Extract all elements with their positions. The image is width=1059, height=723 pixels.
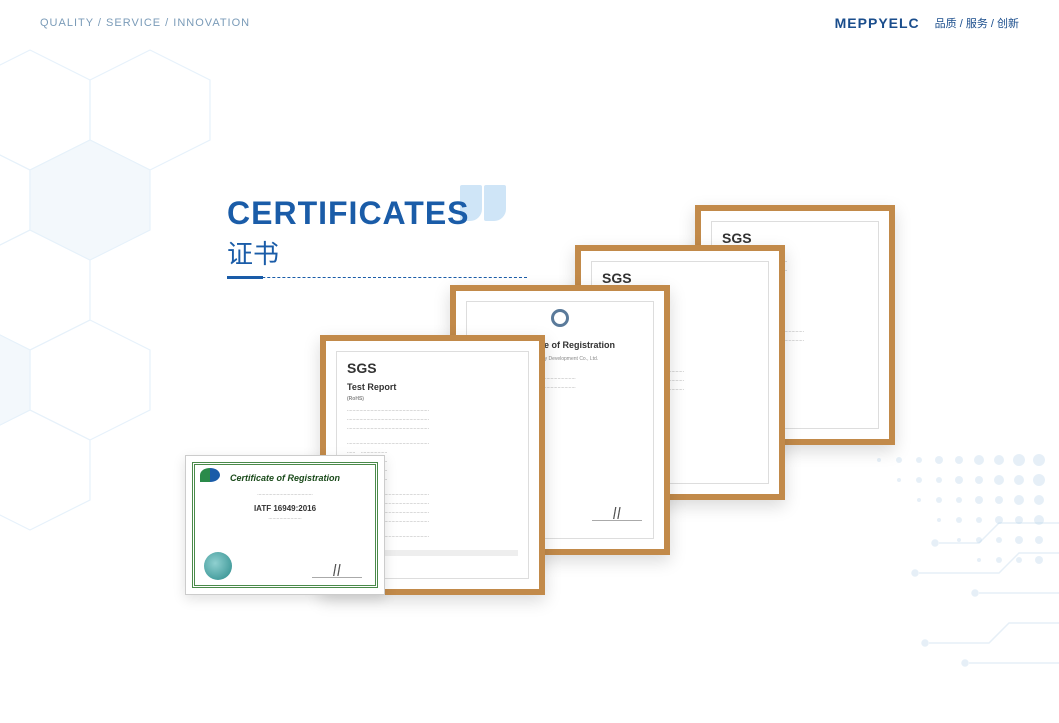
cert4-logo: SGS bbox=[602, 270, 758, 286]
globe-icon bbox=[204, 552, 232, 580]
certificates-group: SGS ....................................… bbox=[180, 200, 930, 620]
header-right: MEPPYELC 品质 / 服务 / 创新 bbox=[835, 15, 1019, 31]
header: QUALITY / SERVICE / INNOVATION MEPPYELC … bbox=[0, 15, 1059, 31]
tagline-left: QUALITY / SERVICE / INNOVATION bbox=[40, 17, 250, 29]
cert1-heading: Certificate of Registration bbox=[205, 473, 365, 483]
tagline-right: 品质 / 服务 / 创新 bbox=[935, 15, 1019, 31]
signature bbox=[592, 507, 642, 521]
signature bbox=[312, 564, 362, 578]
cert2-sub: (RoHS) bbox=[347, 396, 518, 403]
brand-name: MEPPYELC bbox=[835, 15, 920, 31]
certificate-1: Certificate of Registration ............… bbox=[185, 455, 385, 595]
cert5-logo: SGS bbox=[722, 230, 868, 246]
ring-icon bbox=[551, 309, 569, 327]
cert1-standard: IATF 16949:2016 bbox=[205, 504, 365, 513]
cert2-logo: SGS bbox=[347, 360, 518, 376]
iatf-logo-icon bbox=[200, 468, 220, 482]
cert2-heading: Test Report bbox=[347, 382, 518, 392]
